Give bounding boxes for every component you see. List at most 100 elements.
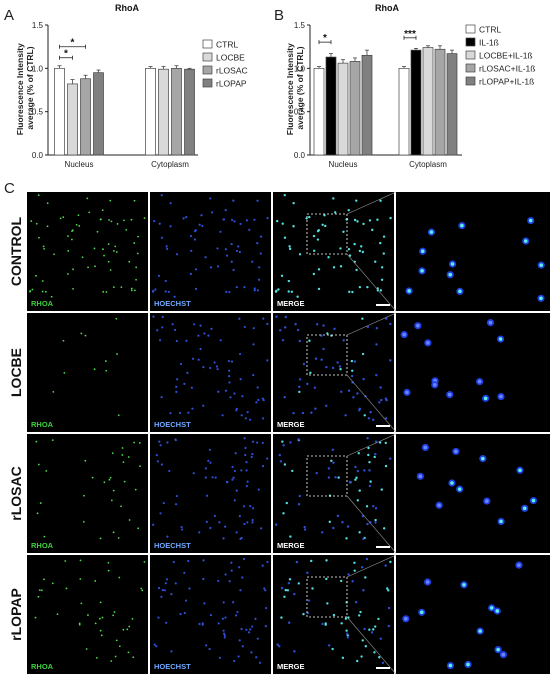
nucleus-dot-2-42 [266,457,269,460]
nucleus-dot-0-7 [194,268,198,271]
chart-a-bar-0-2 [80,78,91,156]
merge-dot-1-45 [331,366,335,370]
chart-a-sig-label-0-1: * [64,49,68,60]
channel-label-1-0: RHOA [31,420,54,429]
merge-dot-3-49 [306,571,309,575]
merge-dot-2-23 [358,489,361,492]
chart-a-ylabel: Fluorescence Intensity average (% of CTR… [15,41,35,136]
rhoa-dot-0-6 [123,219,125,222]
merge-dot-2-41 [366,437,369,440]
nucleus-dot-0-64 [182,217,185,220]
rhoa-dot-0-17 [46,225,49,228]
nucleus-dot-3-59 [242,557,246,561]
rhoa-dot-1-9 [62,339,65,342]
zoom-nucleus-core-3-3 [448,663,453,668]
chart-b-ylabel: Fluorescence Intensity average (% of CTR… [285,41,305,136]
merge-dot-1-17 [279,329,282,332]
merge-dot-3-10 [286,589,290,592]
merge-dot-0-54 [360,245,363,248]
rhoa-dot-0-67 [109,269,112,271]
chart-a-ylabel-line-1: Fluorescence Intensity [15,43,25,135]
zoom-nucleus-core-1-1 [405,390,409,395]
nucleus-dot-0-46 [204,256,207,259]
merge-dot-2-13 [283,463,287,466]
rhoa-dot-3-20 [107,561,110,564]
zoom-nucleus-core-3-0 [466,662,470,667]
rhoa-dot-3-17 [64,560,67,562]
nucleus-dot-3-9 [266,560,269,564]
merge-dot-3-22 [372,628,375,631]
nucleus-dot-1-45 [209,366,212,370]
chart-b-legend-label-1: IL-1ß [479,38,499,48]
rhoa-dot-3-12 [112,614,115,617]
nucleus-dot-3-42 [205,644,208,647]
rhoa-dot-3-36 [65,587,68,590]
merge-dot-3-21 [356,659,359,663]
rhoa-dot-1-0 [117,414,120,417]
nucleus-dot-1-51 [261,417,265,420]
merge-dot-2-14 [382,527,386,530]
zoom-nucleus-core-0-7 [448,272,453,277]
rhoa-dot-3-26 [128,625,131,628]
rhoa-dot-1-8 [52,391,55,393]
micrograph-1-1 [150,313,271,432]
merge-dot-2-20 [281,440,284,443]
chart-b-legend-swatch-2 [465,50,476,60]
chart-b-bar-1-2 [422,47,434,156]
nucleus-dot-2-48 [204,467,207,470]
nucleus-dot-2-53 [239,537,242,540]
merge-dot-1-34 [338,365,342,368]
nucleus-dot-1-40 [241,395,244,398]
merge-dot-0-61 [277,288,280,291]
merge-dot-2-39 [363,469,366,472]
merge-dot-0-22 [339,247,342,250]
nucleus-dot-0-47 [167,290,170,293]
nucleus-dot-2-17 [205,494,209,497]
merge-dot-0-56 [376,218,379,221]
rhoa-dot-0-4 [115,251,118,253]
rhoa-dot-0-35 [87,266,89,269]
rhoa-dot-2-20 [35,440,38,443]
rhoa-dot-2-0 [122,461,125,464]
nucleus-dot-1-55 [261,397,264,400]
rhoa-dot-2-26 [117,537,120,539]
merge-dot-0-4 [361,250,365,254]
row-label-1: LOCBE [8,348,24,397]
merge-dot-2-42 [389,457,392,460]
merge-dot-3-64 [347,573,350,576]
nucleus-dot-3-41 [255,656,258,659]
rhoa-dot-0-32 [133,242,136,244]
nucleus-dot-2-29 [159,512,162,515]
nucleus-dot-2-64 [251,521,254,524]
merge-dot-2-0 [368,460,371,464]
merge-dot-2-50 [374,507,378,510]
merge-dot-0-13 [348,254,352,257]
nucleus-dot-2-34 [192,472,195,475]
nucleus-dot-0-36 [259,235,263,238]
rhoa-dot-2-17 [83,494,85,497]
merge-dot-3-17 [310,559,313,563]
rhoa-dot-0-65 [53,253,55,256]
chart-a-bar-0-0 [54,67,65,156]
nucleus-dot-1-0 [240,414,243,417]
nucleus-dot-3-8 [263,587,266,590]
merge-dot-2-43 [348,480,352,484]
rhoa-dot-0-66 [35,274,37,277]
rhoa-dot-0-29 [71,238,73,241]
rhoa-dot-0-27 [88,211,91,214]
nucleus-dot-2-12 [261,441,264,445]
merge-dot-1-51 [384,417,388,420]
nucleus-dot-3-26 [251,625,254,628]
nucleus-dot-2-56 [251,453,254,456]
nucleus-dot-2-2 [231,478,234,481]
merge-dot-0-46 [327,256,330,259]
nucleus-dot-1-61 [252,374,255,377]
nucleus-dot-0-18 [201,224,204,228]
merge-dot-0-51 [276,219,279,223]
merge-dot-2-34 [315,471,318,475]
nucleus-dot-2-61 [174,438,177,441]
row-label-3: rLOPAP [8,588,24,641]
nucleus-dot-1-64 [197,334,200,337]
rhoa-dot-3-31 [80,602,83,605]
rhoa-dot-0-7 [72,268,74,271]
